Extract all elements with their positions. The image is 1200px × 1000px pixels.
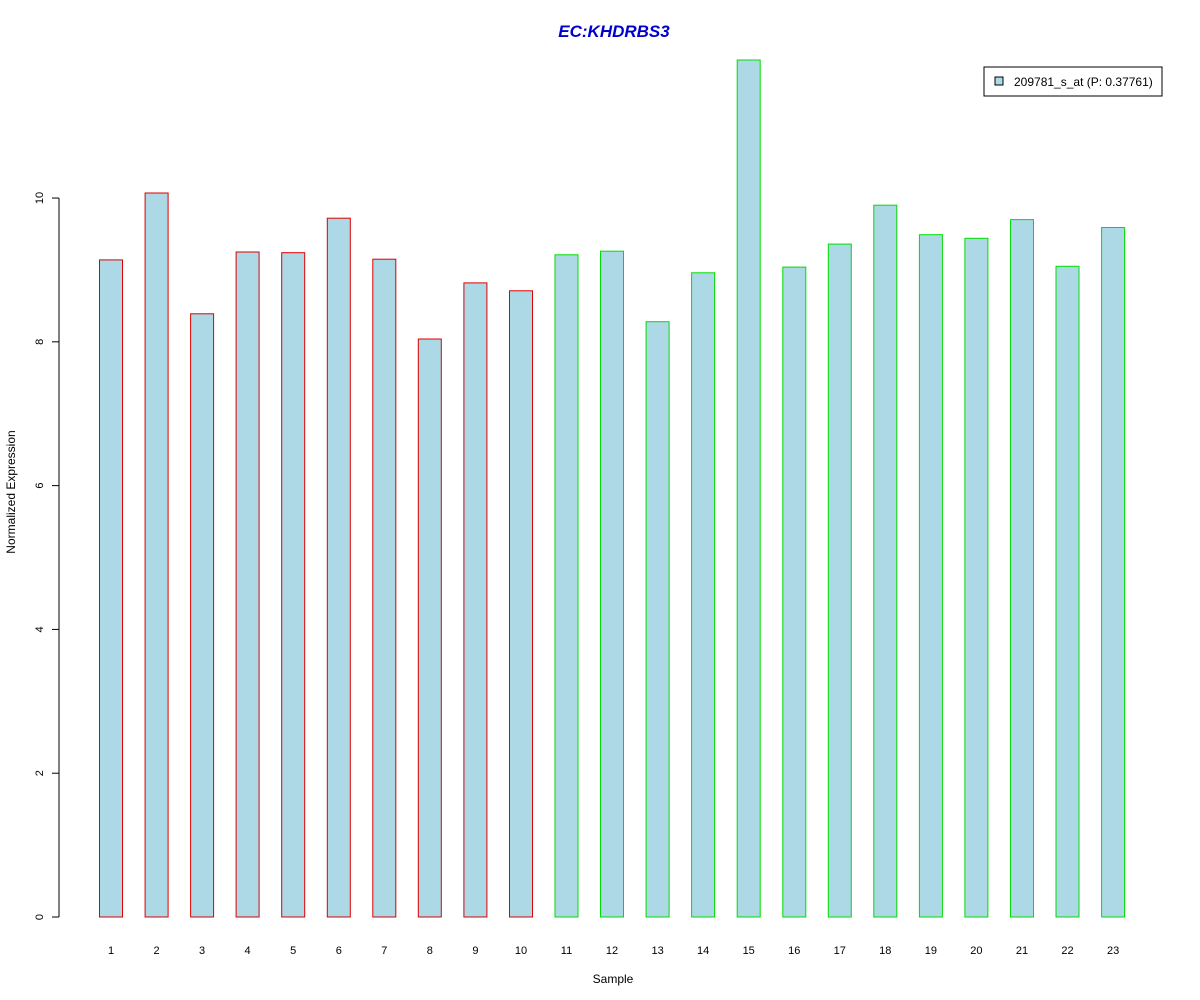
chart-title: EC:KHDRBS3	[558, 22, 670, 41]
x-tick-label: 19	[925, 945, 937, 957]
x-tick-label: 13	[651, 945, 663, 957]
bar-sample-18	[873, 204, 898, 918]
bar-sample-6	[326, 217, 351, 918]
x-tick-label: 6	[336, 945, 342, 957]
bar-sample-1	[99, 259, 123, 918]
bar-sample-20	[964, 237, 989, 918]
x-tick-label: 11	[561, 945, 572, 957]
y-tick-label: 8	[34, 339, 46, 345]
x-tick-label: 23	[1107, 945, 1119, 957]
x-tick-label: 1	[108, 945, 114, 957]
bar-sample-14	[691, 272, 716, 918]
y-tick-label: 4	[34, 626, 46, 632]
x-tick-label: 15	[743, 945, 755, 957]
x-tick-label: 10	[515, 945, 527, 957]
bar-sample-2	[144, 192, 169, 918]
y-tick-label: 0	[34, 914, 46, 920]
x-tick-label: 12	[606, 945, 618, 957]
bar-sample-12	[600, 250, 624, 918]
x-tick-label: 4	[245, 945, 251, 957]
x-tick-label: 22	[1061, 945, 1073, 957]
bars-group	[99, 59, 1126, 918]
bar-sample-5	[281, 252, 306, 918]
bar-sample-19	[918, 234, 943, 918]
x-tick-label: 21	[1016, 945, 1028, 957]
x-tick-label: 8	[427, 945, 433, 957]
x-tick-label: 17	[834, 945, 846, 957]
bar-sample-17	[827, 243, 852, 918]
x-tick-label: 16	[788, 945, 800, 957]
y-tick-label: 2	[34, 770, 46, 776]
bar-sample-3	[190, 313, 215, 918]
y-axis-label: Normalized Expression	[4, 430, 18, 553]
legend-box	[983, 66, 1163, 97]
bar-sample-16	[782, 266, 807, 918]
x-tick-label: 5	[290, 945, 296, 957]
bar-sample-22	[1055, 265, 1080, 918]
x-tick-label: 2	[154, 945, 160, 957]
bar-sample-11	[554, 254, 579, 918]
x-tick-label: 7	[381, 945, 387, 957]
bar-sample-4	[235, 251, 260, 918]
legend: 209781_s_at (P: 0.37761)	[983, 66, 1163, 97]
bar-sample-7	[372, 258, 397, 918]
y-axis: 0 2 4 6 8 10	[34, 192, 60, 920]
x-tick-label: 20	[970, 945, 982, 957]
y-tick-label: 10	[34, 192, 46, 204]
bar-sample-23	[1101, 227, 1126, 918]
bar-sample-15	[736, 59, 761, 918]
bar-sample-21	[1010, 219, 1034, 918]
legend-swatch	[994, 76, 1004, 86]
x-tick-label: 9	[472, 945, 478, 957]
x-tick-label: 14	[697, 945, 709, 957]
bar-sample-13	[645, 321, 670, 918]
x-tick-label: 3	[199, 945, 205, 957]
bar-sample-9	[463, 282, 488, 918]
y-tick-label: 6	[34, 483, 46, 489]
x-tick-labels: 1 2 3 4 5 6 7 8 9 10 11 12 13 14 15 16 17 18 19 20 21 22 23	[108, 945, 1119, 957]
x-tick-label: 18	[879, 945, 891, 957]
legend-label: 209781_s_at (P: 0.37761)	[1014, 75, 1153, 89]
bar-sample-8	[417, 338, 442, 918]
x-axis-label: Sample	[593, 972, 634, 986]
bar-sample-10	[509, 290, 533, 918]
